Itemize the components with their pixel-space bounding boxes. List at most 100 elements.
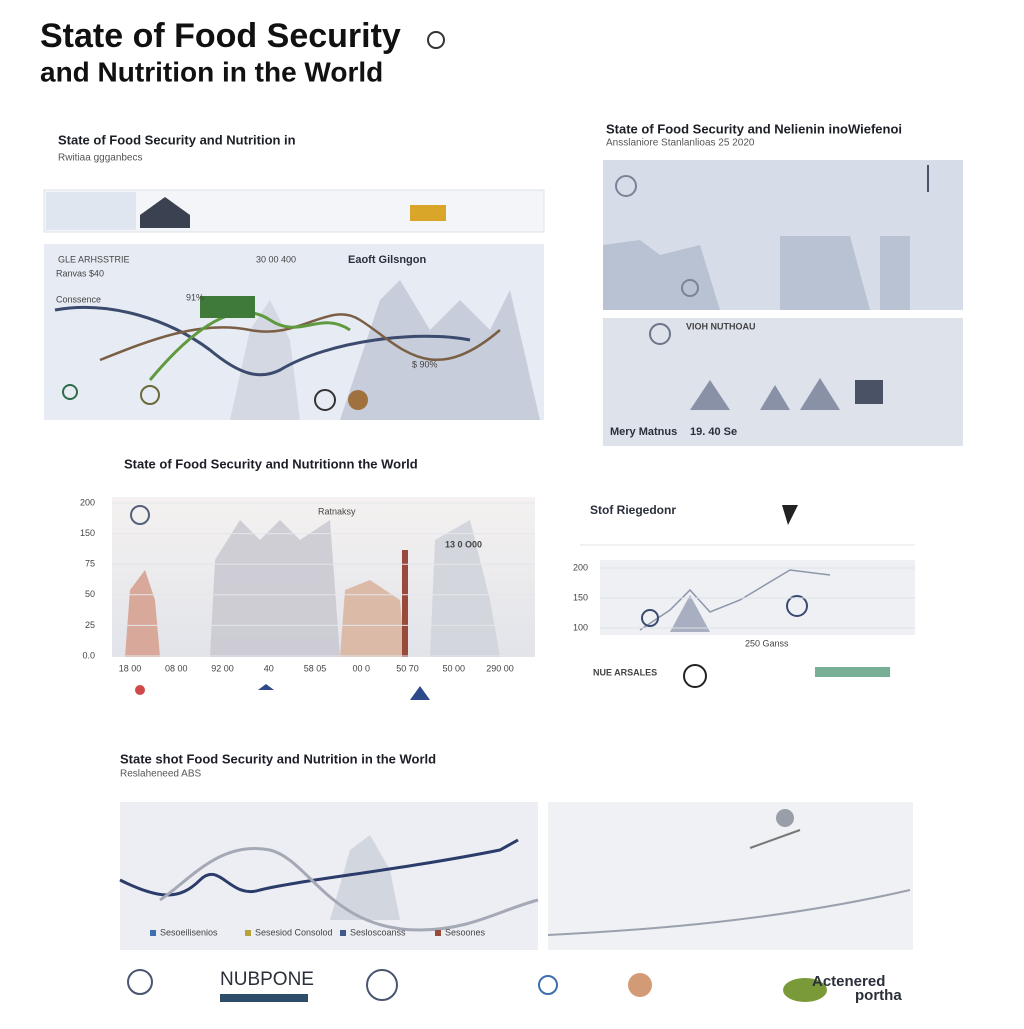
legend-swatch	[150, 930, 156, 936]
y-tick-label: 25	[85, 620, 95, 630]
logo	[220, 994, 308, 1002]
legend-label: Sesesiod Consolod	[255, 927, 333, 937]
panel-title: State of Food Security and Nutrition in	[58, 132, 296, 147]
x-tick-label: 50 00	[442, 663, 465, 673]
logo	[366, 969, 398, 1001]
curve	[148, 311, 351, 381]
label: Ranvas $40	[56, 268, 104, 278]
logo	[783, 978, 827, 1002]
panel-subtitle: Ansslaniore Stanlanlioas 25 2020	[606, 138, 755, 149]
label: 91%	[186, 292, 204, 302]
panel-title: State of Food Security and Nutritionn th…	[124, 456, 418, 471]
panel-1: State of Food Security and Nutrition in …	[43, 132, 545, 420]
y-tick-label: 0.0	[82, 650, 95, 660]
panel-4: Stof Riegedonr 200 150 100 250 Ganss NUE A…	[573, 503, 915, 688]
y-tick-label: 50	[85, 589, 95, 599]
icon	[776, 809, 794, 827]
icon	[815, 667, 890, 677]
bar-shape	[402, 550, 408, 657]
icon	[683, 664, 707, 688]
legend-swatch	[340, 930, 346, 936]
silhouette	[330, 835, 400, 920]
icon	[649, 323, 671, 345]
legend-swatch	[435, 930, 441, 936]
curve	[547, 889, 911, 936]
chart-area	[548, 802, 913, 950]
logo-text: portha	[855, 987, 902, 1004]
label-box	[200, 296, 255, 318]
icon	[410, 686, 430, 700]
label: GLE ARHSSTRIE	[58, 254, 130, 264]
panel-5: State shot Food Security and Nutrition i…	[119, 751, 913, 950]
logo	[127, 969, 153, 995]
icon	[258, 684, 274, 690]
y-tick-label: 75	[85, 559, 95, 569]
chart-area	[603, 318, 963, 446]
y-tick-label: 200	[573, 562, 588, 572]
icon	[62, 384, 78, 400]
label: 250 Ganss	[745, 638, 789, 648]
silhouette	[603, 236, 910, 310]
icon	[140, 385, 160, 405]
icon	[782, 505, 798, 525]
label: VIOH NUTHOAU	[686, 321, 756, 331]
logo-icon	[427, 31, 445, 49]
y-tick-label: 150	[80, 528, 95, 538]
label: $ 90%	[412, 359, 438, 369]
logo-text: Actenered	[812, 973, 885, 990]
panel-subtitle: Rwitiaa ggganbecs	[58, 153, 143, 164]
icon	[641, 609, 659, 627]
bar-shape	[430, 520, 500, 657]
label: Mery Matnus	[610, 426, 677, 438]
logo-box	[46, 192, 136, 230]
label: Conssence	[56, 294, 101, 304]
footer: NUBPONE Actenered portha	[127, 969, 902, 1004]
logo-text: NUBPONE	[220, 969, 314, 990]
icon	[314, 389, 336, 411]
label: 19. 40 Se	[690, 426, 737, 438]
label: 13 0 O00	[445, 539, 482, 549]
label: Ratnaksy	[318, 506, 356, 516]
label: Eaoft Gilsngon	[348, 254, 427, 266]
x-tick-label: 08 00	[165, 663, 188, 673]
legend-label: Sesoones	[445, 927, 486, 937]
curve	[639, 569, 831, 631]
x-tick-label: 50 70	[396, 663, 419, 673]
panel-title: Stof Riegedonr	[590, 503, 676, 517]
logo	[628, 973, 652, 997]
silhouette	[690, 378, 840, 410]
curve	[159, 847, 539, 932]
legend-label: Sesoeilisenios	[160, 927, 218, 937]
panel-subtitle: Reslaheneed ABS	[120, 769, 202, 780]
icon	[130, 505, 150, 525]
y-axis: 200 150 75 50 25 0.0	[80, 497, 535, 660]
legend: Sesoeilisenios Sesesiod Consolod Sesloscoa…	[150, 927, 486, 937]
y-tick-label: 100	[573, 622, 588, 632]
x-tick-label: 40	[264, 663, 274, 673]
icon	[410, 205, 446, 221]
panel-3: State of Food Security and Nutritionn th…	[80, 456, 535, 700]
y-axis: 200 150 100	[573, 562, 915, 632]
panel-2: State of Food Security and Nelienin inoW…	[603, 121, 963, 446]
title-line-2: and Nutrition in the World	[40, 56, 383, 87]
logo	[538, 975, 558, 995]
curve	[99, 313, 501, 362]
icon	[855, 380, 883, 404]
legend-label: Sesloscoanss	[350, 927, 406, 937]
icon	[140, 197, 190, 228]
silhouette	[340, 280, 540, 420]
silhouette	[670, 595, 710, 632]
x-tick-label: 92 00	[211, 663, 234, 673]
bar-shape	[210, 520, 340, 657]
curve	[119, 838, 519, 897]
curve	[54, 305, 471, 377]
icon	[681, 279, 699, 297]
x-axis: 18 00 08 00 92 00 40 58 05 00 0 50 70 50 00 290 …	[119, 663, 514, 673]
panel-title: State of Food Security and Nelienin inoW…	[606, 121, 902, 136]
x-tick-label: 290 00	[486, 663, 514, 673]
y-tick-label: 150	[573, 592, 588, 602]
icon	[348, 390, 368, 410]
icon	[786, 595, 808, 617]
